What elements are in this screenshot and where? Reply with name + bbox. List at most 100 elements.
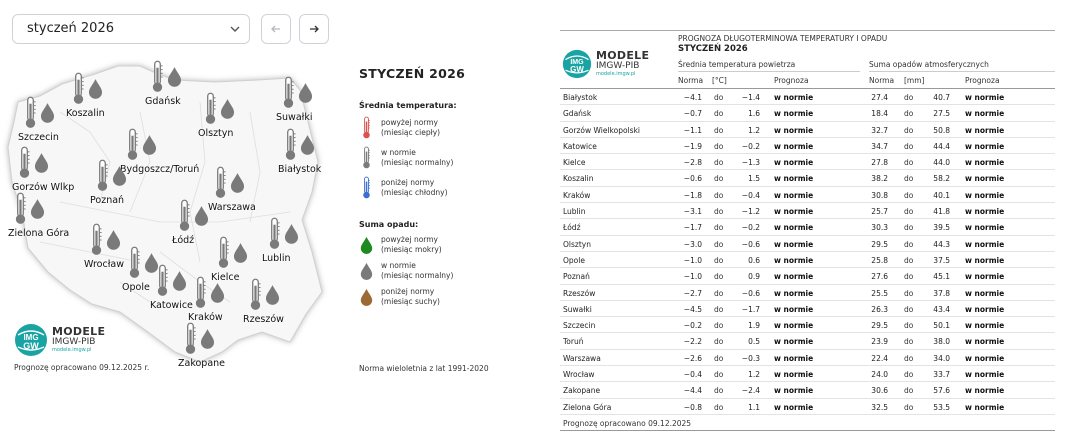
cell-temp-norm-to: −0.6	[741, 288, 760, 298]
cell-temp-forecast: w normie	[774, 109, 814, 119]
table-row: Toruń −2.2 do 0.5 w normie 23.9 do 38.0 w normie	[560, 333, 1055, 350]
cell-city: Kielce	[563, 158, 586, 168]
table-row: Zielona Góra −0.8 do 1.1 w normie 32.5 do 53.5 w…	[560, 399, 1055, 415]
thermometer-icon	[156, 264, 169, 302]
cell-prec-norm-from: 32.5	[871, 402, 888, 412]
raindrop-icon	[300, 134, 315, 159]
temp-group-header: Średnia temperatura powietrza	[678, 60, 796, 69]
cell-temp-forecast: w normie	[774, 321, 814, 331]
table-row: Białystok −4.1 do −1.4 w normie 27.4 do 40.7 w n…	[560, 89, 1055, 106]
cell-temp-norm-to: −0.2	[741, 141, 760, 151]
table-row: Warszawa −2.6 do −0.3 w normie 22.4 do 34.0 w no…	[560, 350, 1055, 367]
city-label: Białystok	[278, 164, 322, 175]
raindrop-icon	[112, 165, 127, 190]
cell-prec-do: do	[904, 207, 914, 217]
legend-prec-list: powyżej normy (miesiąc mokry) w normie (mie…	[359, 235, 509, 307]
cell-prec-forecast: w normie	[965, 321, 1005, 331]
cell-temp-norm-to: 1.2	[748, 370, 760, 380]
previous-month-button[interactable]	[261, 14, 291, 44]
cell-temp-norm-to: −0.6	[741, 239, 760, 249]
cell-temp-do: do	[714, 207, 724, 217]
cell-temp-norm-to: 1.1	[748, 402, 760, 412]
cell-temp-forecast: w normie	[774, 272, 814, 282]
cell-temp-norm-to: 0.9	[748, 272, 760, 282]
col-header-prognoza-prec: Prognoza	[965, 76, 1000, 85]
svg-text:GW: GW	[23, 341, 39, 351]
imgw-logo-badge: IMG GW	[15, 324, 47, 356]
cell-prec-norm-from: 25.8	[871, 255, 888, 265]
cell-temp-norm-to: −2.4	[741, 386, 760, 396]
cell-temp-do: do	[714, 402, 724, 412]
cell-prec-do: do	[904, 174, 914, 184]
table-body: Białystok −4.1 do −1.4 w normie 27.4 do 40.7 w n…	[560, 89, 1055, 415]
raindrop-icon	[359, 236, 373, 254]
cell-prec-norm-from: 27.4	[871, 93, 888, 102]
raindrop-icon	[210, 282, 225, 307]
cell-temp-do: do	[714, 353, 724, 363]
city-label: Szczecin	[18, 132, 59, 143]
forecast-table: IMG GW MODELE IMGW-PIB modele.imgw.pl PR…	[560, 30, 1055, 431]
cell-temp-do: do	[714, 174, 724, 184]
cell-temp-norm-from: −0.2	[683, 321, 702, 331]
table-row: Kraków −1.8 do −0.4 w normie 30.8 do 40.1 w norm…	[560, 187, 1055, 204]
table-row: Olsztyn −3.0 do −0.6 w normie 29.5 do 44.3 w nor…	[560, 236, 1055, 252]
cell-temp-norm-to: −0.2	[741, 223, 760, 233]
cell-city: Białystok	[563, 93, 598, 102]
thermometer-icon	[268, 217, 281, 255]
cell-temp-norm-to: −0.4	[741, 190, 760, 200]
next-month-button[interactable]	[299, 14, 329, 44]
cell-prec-do: do	[904, 304, 914, 314]
cell-prec-do: do	[904, 370, 914, 380]
cell-temp-forecast: w normie	[774, 93, 814, 102]
table-row: Suwałki −4.5 do −1.7 w normie 26.3 do 43.4 w nor…	[560, 301, 1055, 318]
thermometer-icon	[178, 199, 191, 237]
raindrop-icon	[359, 262, 373, 280]
table-row: Opole −1.0 do 0.6 w normie 25.8 do 37.5 w normie	[560, 252, 1055, 269]
cell-prec-forecast: w normie	[965, 93, 1005, 102]
cell-prec-norm-from: 34.7	[871, 141, 888, 151]
cell-city: Zakopane	[563, 386, 601, 396]
cell-temp-norm-from: −3.1	[683, 207, 702, 217]
city-label: Kraków	[188, 312, 223, 323]
city-label: Łódź	[172, 235, 195, 246]
thermometer-icon	[194, 276, 207, 314]
logo-url: modele.imgw.pl	[596, 71, 636, 77]
cell-prec-do: do	[904, 125, 914, 135]
cell-temp-norm-from: −0.7	[683, 109, 702, 119]
table-row: Gdańsk −0.7 do 1.6 w normie 18.4 do 27.5 w normi…	[560, 105, 1055, 122]
svg-text:IMG: IMG	[23, 333, 38, 342]
city-label: Gorzów Wlkp	[12, 182, 75, 193]
thermometer-icon	[126, 128, 139, 166]
cell-temp-norm-to: 0.5	[748, 337, 760, 347]
cell-prec-norm-to: 44.4	[933, 141, 950, 151]
cell-prec-norm-from: 30.8	[871, 190, 888, 200]
cell-prec-do: do	[904, 353, 914, 363]
cell-prec-norm-from: 25.7	[871, 207, 888, 217]
cell-temp-do: do	[714, 337, 724, 347]
cell-prec-forecast: w normie	[965, 353, 1005, 363]
cell-prec-forecast: w normie	[965, 255, 1005, 265]
cell-temp-do: do	[714, 272, 724, 282]
cell-temp-norm-to: 1.6	[748, 109, 760, 119]
cell-prec-norm-to: 43.4	[933, 304, 950, 314]
month-select[interactable]: styczeń 2026	[12, 14, 250, 44]
thermometer-icon	[24, 96, 37, 134]
table-row: Wrocław −0.4 do 1.2 w normie 24.0 do 33.7 w norm…	[560, 366, 1055, 383]
legend-item-label: powyżej normy (miesiąc ciepły)	[381, 118, 441, 137]
legend-item: poniżej normy (miesiąc suchy)	[359, 287, 509, 307]
cell-prec-forecast: w normie	[965, 272, 1005, 282]
table-subtitle: STYCZEŃ 2026	[678, 44, 748, 54]
cell-temp-forecast: w normie	[774, 207, 814, 217]
cell-temp-norm-from: −1.8	[683, 190, 702, 200]
cell-city: Koszalin	[563, 174, 594, 184]
cell-temp-forecast: w normie	[774, 370, 814, 380]
table-row: Łódź −1.7 do −0.2 w normie 30.3 do 39.5 w normie	[560, 219, 1055, 236]
cell-prec-norm-from: 30.6	[871, 386, 888, 396]
raindrop-icon	[34, 152, 49, 177]
cell-prec-do: do	[904, 272, 914, 282]
cell-prec-forecast: w normie	[965, 207, 1005, 217]
cell-temp-norm-from: −3.0	[683, 239, 702, 249]
cell-prec-forecast: w normie	[965, 109, 1005, 119]
city-label: Koszalin	[66, 108, 105, 119]
cell-temp-norm-to: 1.2	[748, 125, 760, 135]
